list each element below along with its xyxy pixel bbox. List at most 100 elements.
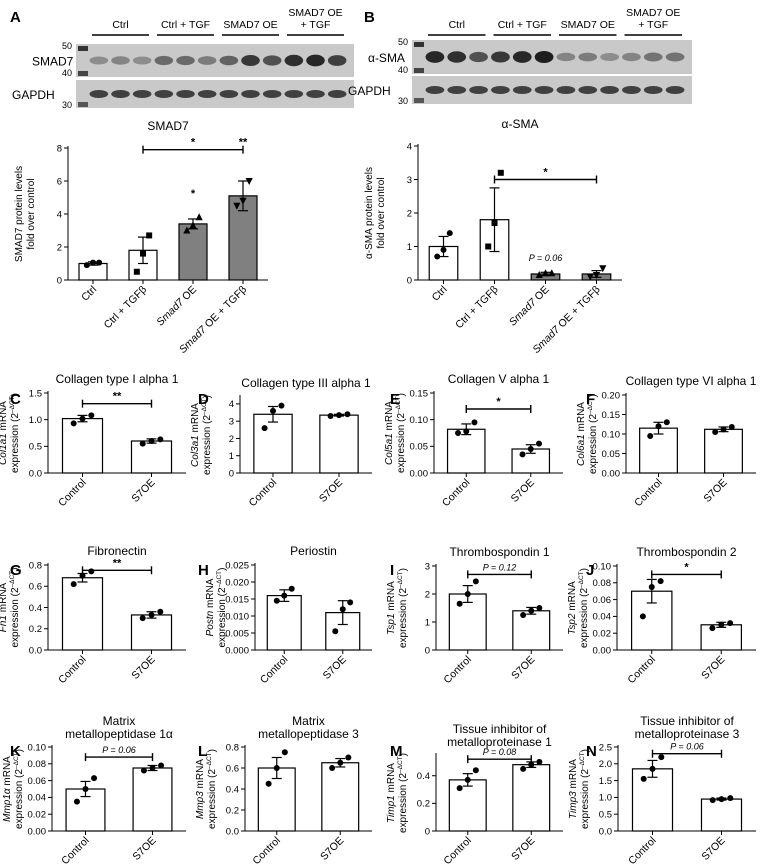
gene-name: Mmp1α bbox=[2, 788, 13, 822]
bar bbox=[512, 764, 551, 832]
y-tick-label: 0 bbox=[229, 468, 234, 479]
bar bbox=[319, 414, 359, 474]
x-tick-label: S7OE bbox=[317, 477, 345, 505]
y-tick-label: 0.02 bbox=[593, 629, 612, 640]
blot-band bbox=[327, 55, 347, 66]
chart-title: Collagen type I alpha 1 bbox=[56, 372, 179, 386]
y-axis-label-rest: mRNA bbox=[0, 401, 9, 434]
data-point bbox=[148, 438, 155, 444]
bar bbox=[132, 767, 173, 832]
y-tick-label: 1.5 bbox=[29, 388, 42, 399]
chart-title: Collagen type III alpha 1 bbox=[241, 376, 371, 390]
chart-title: metalloproteinase 3 bbox=[635, 727, 740, 741]
data-point bbox=[485, 243, 492, 250]
y-axis-label: expression (2–ΔCT) bbox=[578, 568, 590, 648]
y-axis-label-expression: expression (2 bbox=[579, 588, 590, 648]
y-tick-label: 0.04 bbox=[28, 793, 47, 804]
y-tick-label: 0.005 bbox=[225, 628, 249, 639]
y-axis-label-expression: expression (2 bbox=[10, 587, 21, 647]
blot-group-label: Ctrl + TGF bbox=[498, 19, 547, 31]
y-tick-label: 0.0 bbox=[226, 826, 239, 837]
y-tick-label: 0.0 bbox=[29, 468, 42, 479]
y-axis-label: fold over control bbox=[26, 178, 37, 249]
data-point bbox=[647, 432, 654, 439]
blot-band bbox=[154, 55, 174, 66]
blot-band bbox=[327, 90, 347, 98]
x-tick-label: Control bbox=[59, 835, 91, 865]
significance-label: P = 0.12 bbox=[483, 562, 516, 572]
data-point bbox=[337, 759, 344, 766]
y-tick-label: 2 bbox=[425, 589, 430, 600]
x-tick-label: Control bbox=[247, 477, 279, 509]
data-point bbox=[471, 419, 478, 426]
blot-band bbox=[600, 52, 619, 62]
blot-band bbox=[111, 90, 130, 98]
y-axis-label-superscript: –ΔCT bbox=[397, 756, 404, 773]
data-point bbox=[519, 451, 526, 458]
data-point bbox=[639, 613, 646, 620]
bar bbox=[130, 440, 173, 474]
data-point bbox=[472, 767, 479, 774]
y-axis-label-superscript: –ΔCT bbox=[206, 752, 213, 769]
blot-band bbox=[89, 90, 109, 98]
bar bbox=[704, 428, 743, 474]
data-point bbox=[96, 259, 103, 266]
chart-panel-I: I Thrombospondin 1 0 1 2 3 Tsp1 mRNA expression… bbox=[386, 545, 563, 686]
gene-name: Mmp3 bbox=[195, 791, 206, 819]
panel-letter: I bbox=[390, 562, 394, 579]
data-point bbox=[655, 423, 662, 430]
data-point bbox=[233, 202, 241, 210]
x-tick-label: Ctrl bbox=[430, 284, 450, 304]
data-point bbox=[535, 440, 542, 447]
y-tick-label: 2 bbox=[407, 208, 412, 219]
y-axis-label: fold over control bbox=[376, 177, 387, 248]
y-axis-label: Mmp1α mRNA bbox=[2, 756, 13, 822]
panel-letter: J bbox=[586, 562, 594, 579]
y-axis-label-close: ) bbox=[202, 395, 213, 398]
y-axis-label-expression: expression (2 bbox=[396, 413, 407, 473]
y-tick-label: 1 bbox=[407, 242, 412, 253]
data-point bbox=[273, 765, 280, 771]
x-tick-label: Control bbox=[441, 654, 473, 686]
y-axis-label: Col1a1 mRNA bbox=[0, 401, 9, 465]
data-point bbox=[536, 605, 543, 611]
bar bbox=[253, 413, 293, 474]
y-axis-label-expression: expression (2 bbox=[202, 415, 213, 475]
chart-panel-H: H Periostin 0.000 0.005 0.010 0.015 0.020 0.025… bbox=[198, 544, 372, 686]
y-tick-label: 1 bbox=[229, 451, 234, 462]
x-tick-label: S7OE bbox=[321, 654, 349, 682]
blot-band bbox=[111, 56, 130, 65]
x-tick-label: Control bbox=[440, 477, 472, 509]
y-axis-label-rest: mRNA bbox=[386, 763, 397, 796]
blot-band bbox=[447, 86, 467, 94]
chart-title: Matrix bbox=[292, 714, 325, 728]
y-axis-label: expression (2–ΔCT) bbox=[9, 568, 21, 648]
data-point bbox=[464, 776, 471, 783]
gene-name: Tsp2 bbox=[567, 613, 578, 635]
data-point bbox=[648, 584, 655, 590]
data-point bbox=[541, 269, 550, 277]
data-point bbox=[434, 253, 441, 260]
chart-title: metallopeptidase 3 bbox=[258, 727, 359, 741]
y-tick-label: 0.15 bbox=[410, 388, 429, 399]
blot-band bbox=[132, 90, 152, 98]
ladder-band bbox=[78, 71, 88, 76]
data-point bbox=[491, 220, 498, 227]
x-tick-label: Ctrl + TGFβ bbox=[453, 284, 500, 331]
bar bbox=[700, 798, 743, 832]
bar bbox=[639, 427, 678, 474]
y-axis-label-close: ) bbox=[217, 568, 228, 571]
significance-label: * bbox=[191, 137, 196, 149]
data-point bbox=[183, 226, 191, 234]
blot-band bbox=[219, 90, 239, 98]
x-tick-label: S7OE bbox=[509, 835, 537, 863]
y-tick-label: 0.5 bbox=[29, 442, 42, 453]
data-point bbox=[463, 428, 470, 435]
data-point bbox=[88, 568, 95, 575]
data-point bbox=[83, 262, 90, 269]
blot-band bbox=[491, 51, 510, 63]
y-axis-label-expression: expression (2 bbox=[580, 769, 591, 829]
y-tick-label: 0.06 bbox=[28, 776, 47, 787]
